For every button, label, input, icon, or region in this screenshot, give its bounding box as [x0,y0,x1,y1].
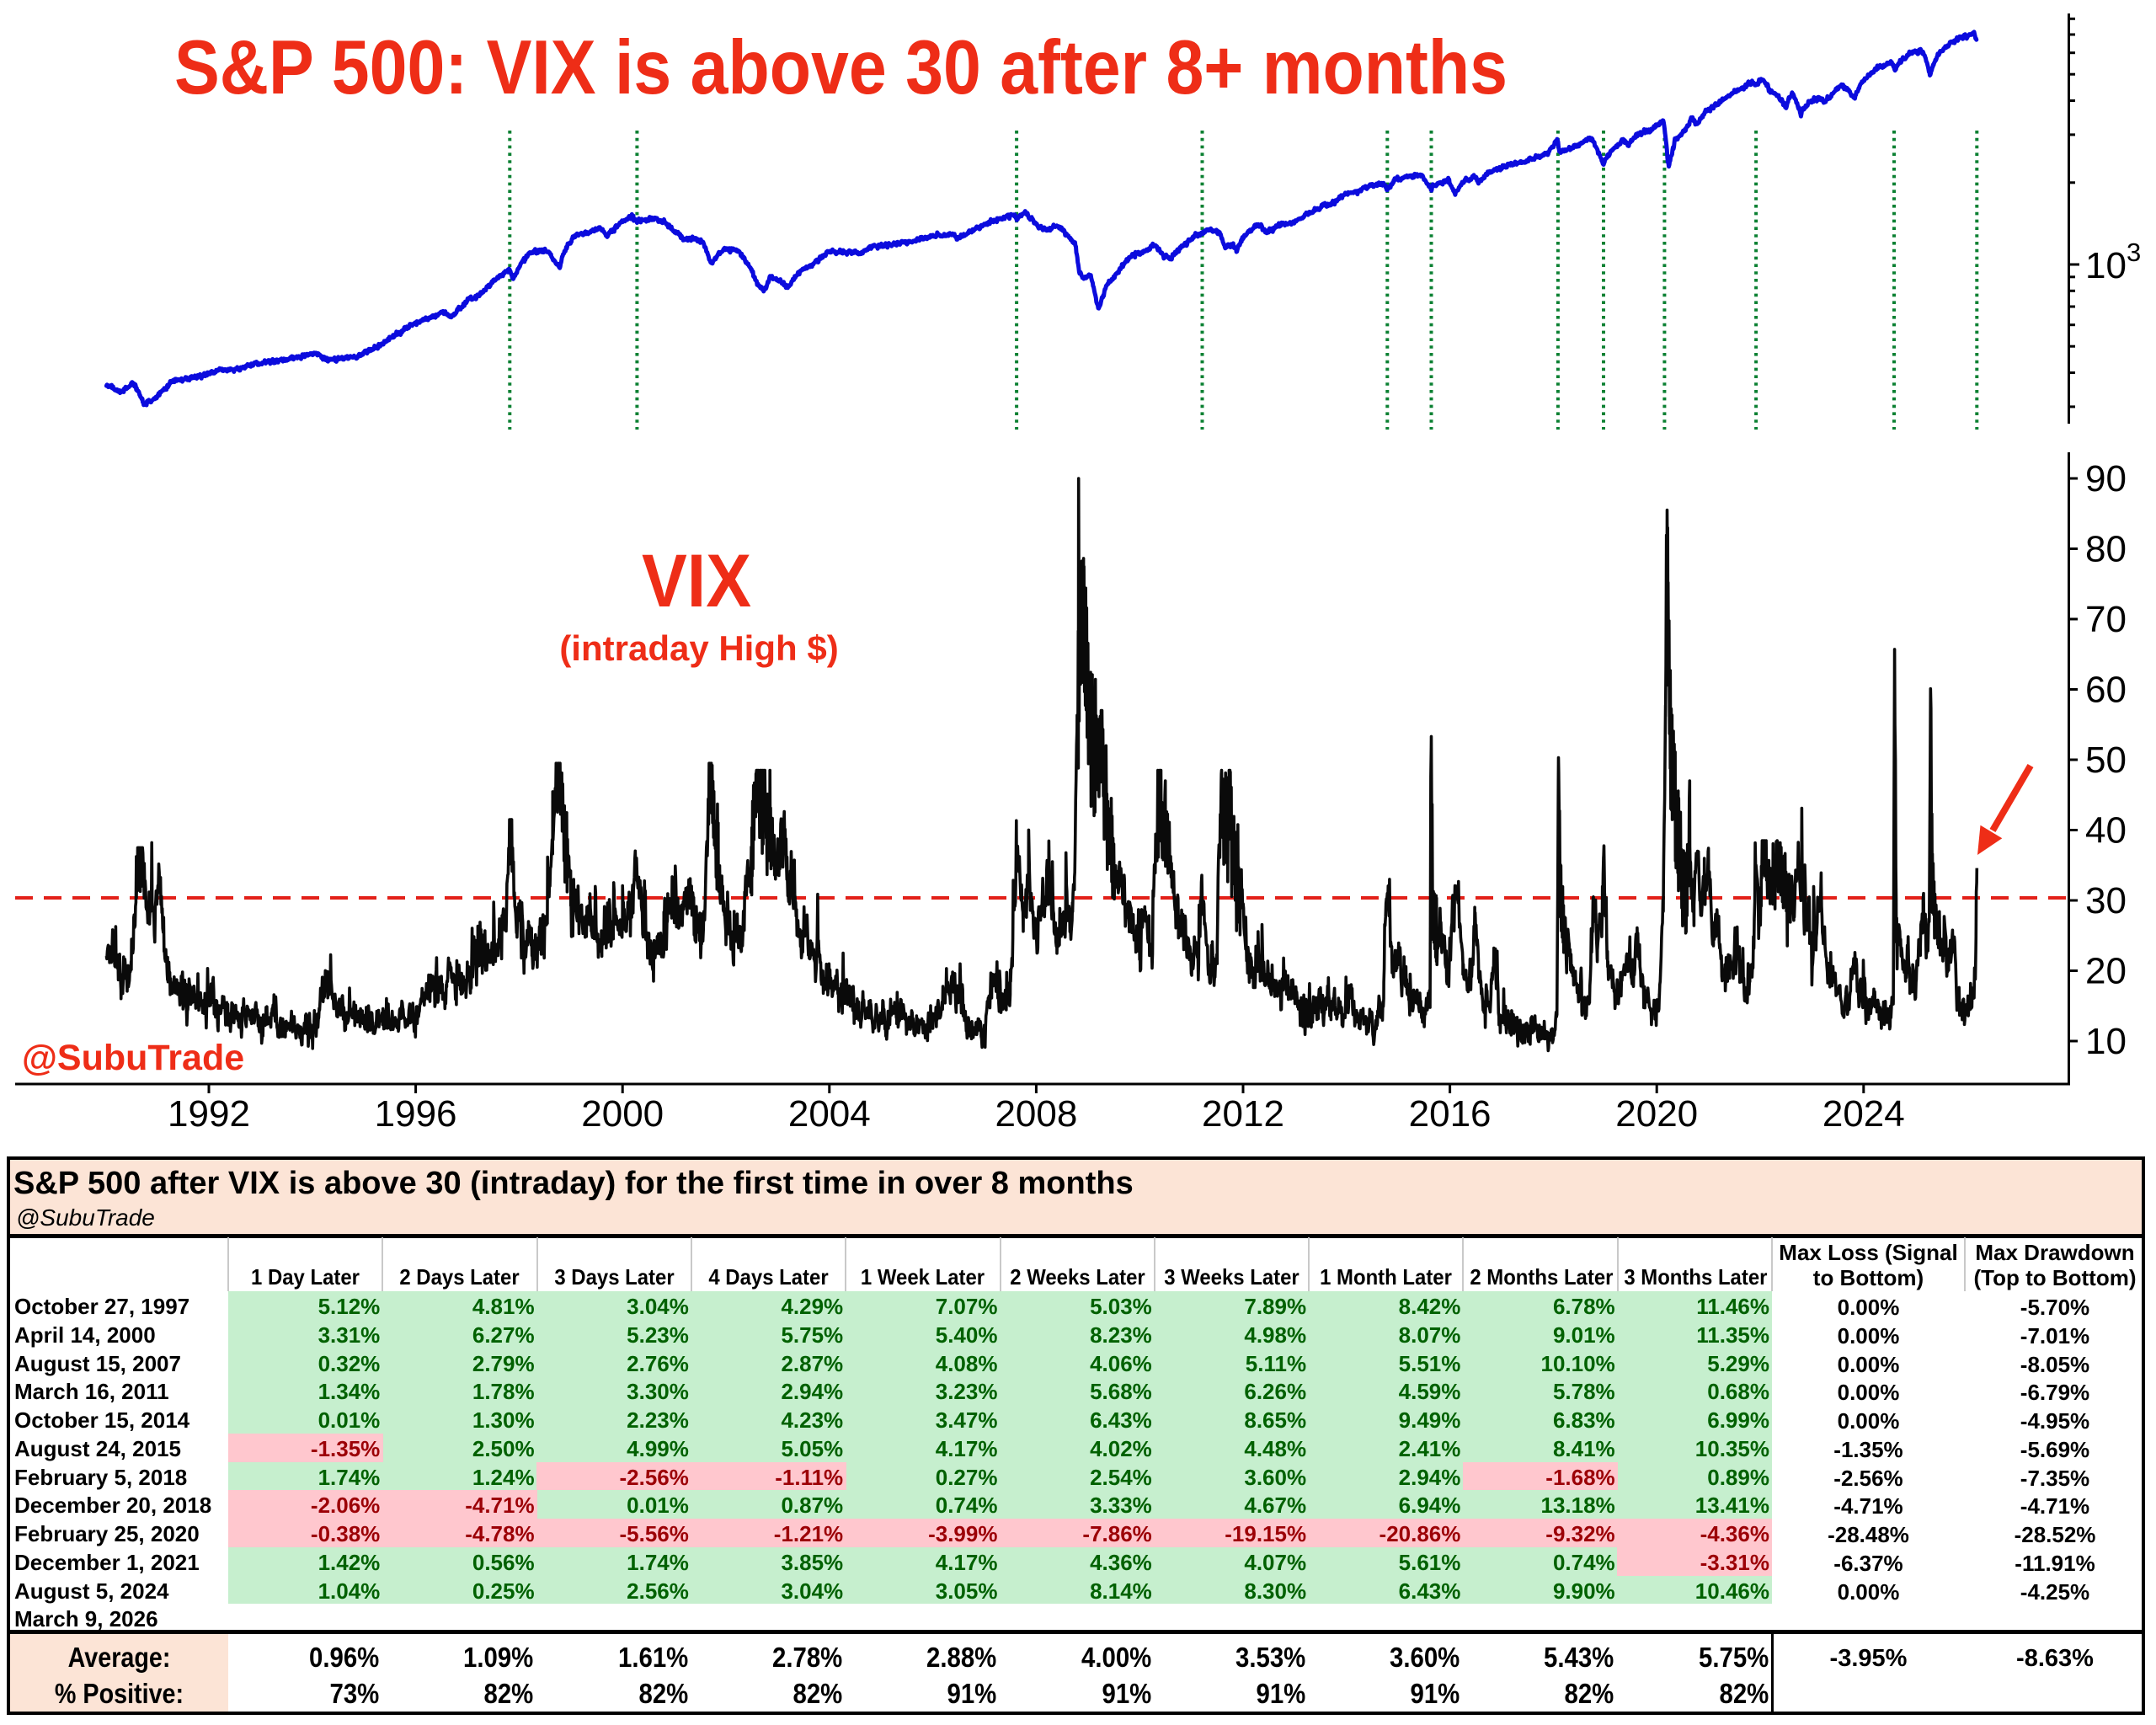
svg-text:2000: 2000 [581,1093,664,1135]
svg-text:80: 80 [2085,529,2127,570]
svg-text:2012: 2012 [1202,1093,1284,1135]
svg-text:20: 20 [2085,951,2127,992]
svg-text:90: 90 [2085,458,2127,499]
svg-text:2020: 2020 [1615,1093,1698,1135]
svg-text:40: 40 [2085,810,2127,852]
svg-text:2004: 2004 [788,1093,871,1135]
svg-text:2016: 2016 [1409,1093,1492,1135]
svg-text:2024: 2024 [1822,1093,1905,1135]
svg-text:1996: 1996 [375,1093,457,1135]
svg-text:70: 70 [2085,599,2127,640]
svg-text:1992: 1992 [168,1093,250,1135]
svg-text:@SubuTrade: @SubuTrade [22,1038,244,1078]
svg-text:VIX: VIX [642,538,751,622]
svg-text:103: 103 [2085,238,2141,286]
svg-text:2008: 2008 [995,1093,1077,1135]
svg-text:50: 50 [2085,740,2127,781]
svg-text:S&P 500: VIX is above 30 after: S&P 500: VIX is above 30 after 8+ months [174,25,1508,110]
svg-text:30: 30 [2085,880,2127,921]
svg-text:10: 10 [2085,1021,2127,1062]
svg-text:60: 60 [2085,670,2127,711]
svg-text:(intraday High $): (intraday High $) [559,628,838,668]
